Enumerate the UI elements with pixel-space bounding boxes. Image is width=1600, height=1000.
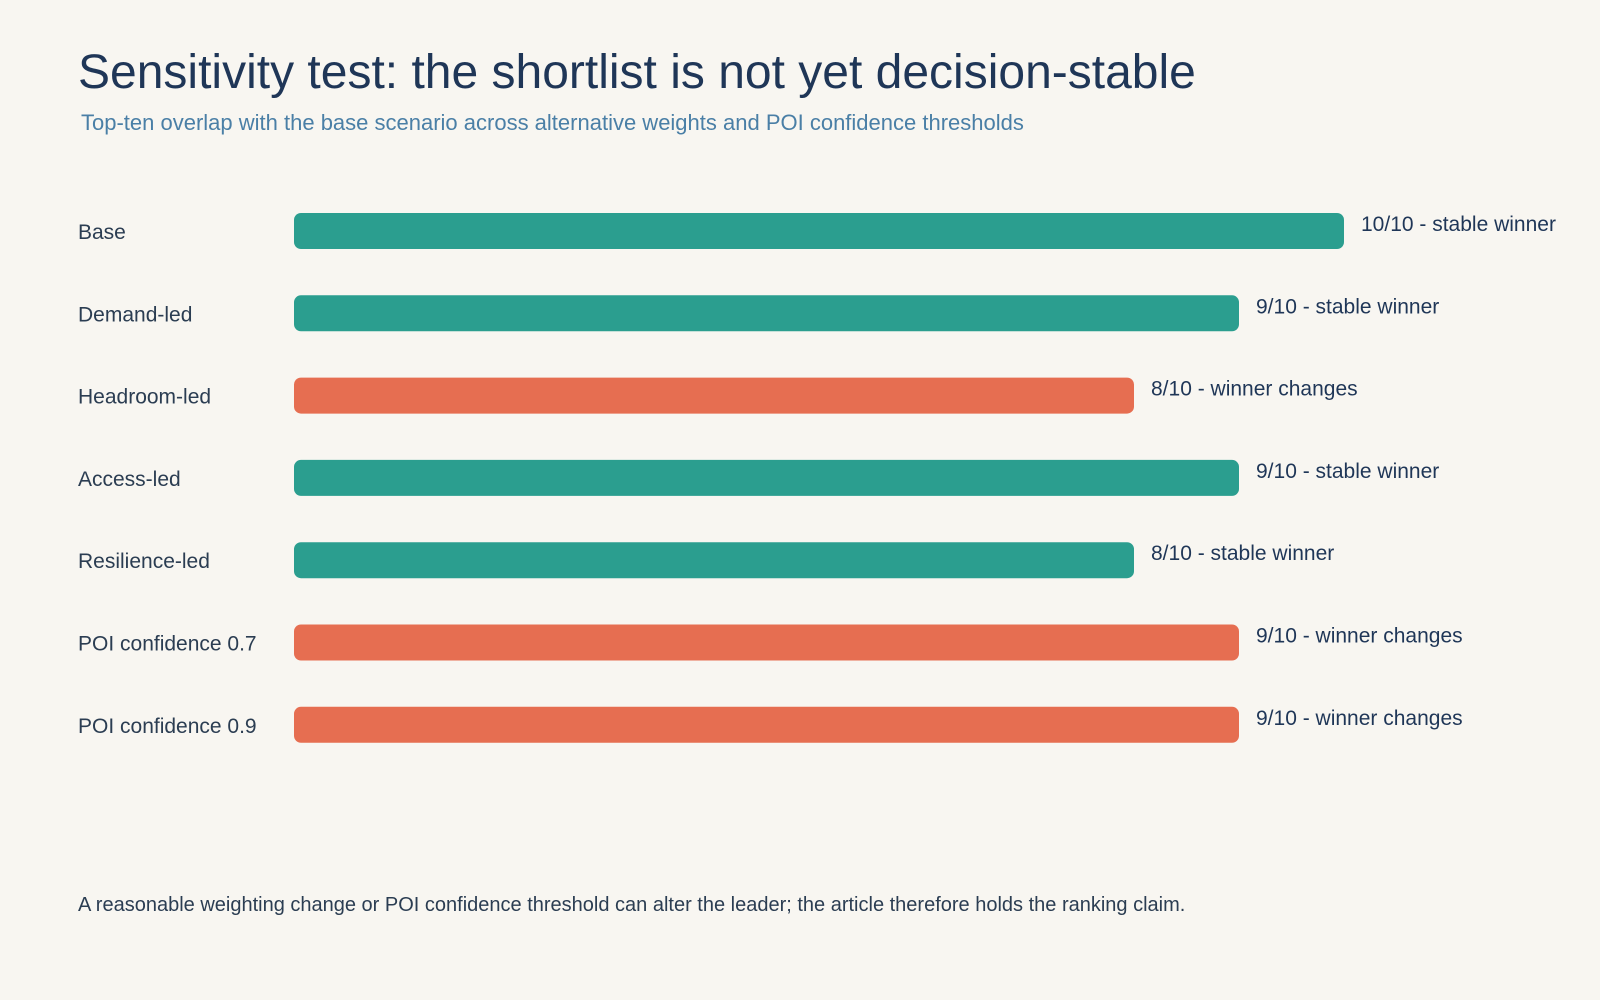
category-label: Resilience-led: [78, 550, 210, 573]
bar-row: Resilience-led 8/10 - stable winner: [78, 542, 1334, 579]
bar-row: POI confidence 0.9 9/10 - winner changes: [78, 706, 1463, 743]
bar-row: Demand-led 9/10 - stable winner: [78, 295, 1439, 332]
bar: [294, 295, 1239, 332]
bar-row: Base 10/10 - stable winner: [78, 213, 1556, 249]
category-label: POI confidence 0.9: [78, 715, 257, 738]
data-label: 8/10 - winner changes: [1151, 378, 1358, 401]
category-label: Base: [78, 221, 126, 244]
bar: [294, 542, 1134, 579]
bar-row: POI confidence 0.7 9/10 - winner changes: [78, 624, 1463, 661]
bar: [294, 624, 1239, 661]
category-label: Demand-led: [78, 303, 192, 326]
category-label: Headroom-led: [78, 386, 211, 409]
bar: [294, 377, 1134, 414]
bar: [294, 459, 1239, 496]
category-label: POI confidence 0.7: [78, 633, 257, 656]
data-label: 8/10 - stable winner: [1151, 542, 1334, 565]
chart-footnote: A reasonable weighting change or POI con…: [78, 894, 1186, 916]
bar: [294, 706, 1239, 743]
data-label: 10/10 - stable winner: [1361, 213, 1556, 236]
chart-subtitle: Top-ten overlap with the base scenario a…: [81, 110, 1024, 135]
category-label: Access-led: [78, 468, 181, 491]
data-label: 9/10 - stable winner: [1256, 460, 1439, 483]
bar-row: Headroom-led 8/10 - winner changes: [78, 377, 1358, 414]
bar-row: Access-led 9/10 - stable winner: [78, 459, 1439, 496]
data-label: 9/10 - stable winner: [1256, 295, 1439, 318]
bar: [294, 213, 1344, 249]
chart-title: Sensitivity test: the shortlist is not y…: [78, 46, 1196, 99]
data-label: 9/10 - winner changes: [1256, 707, 1463, 730]
data-label: 9/10 - winner changes: [1256, 625, 1463, 648]
